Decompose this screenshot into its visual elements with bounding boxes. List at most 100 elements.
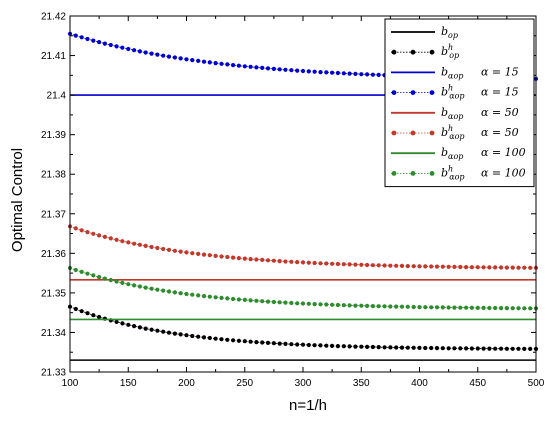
series-7-point-61 xyxy=(423,305,428,310)
x-tick-label: 250 xyxy=(236,378,253,389)
series-7-point-7 xyxy=(108,278,113,283)
series-5-point-8 xyxy=(114,237,119,242)
series-5-point-23 xyxy=(201,252,207,257)
series-5-point-38 xyxy=(289,259,294,264)
series-7-point-75 xyxy=(504,306,509,311)
series-5-point-11 xyxy=(132,241,137,246)
series-1-point-23 xyxy=(201,335,207,340)
series-1-point-57 xyxy=(399,345,405,350)
series-7-point-23 xyxy=(201,294,207,299)
series-1-point-26 xyxy=(219,337,224,342)
series-1-point-75 xyxy=(504,346,509,351)
series-1-point-78 xyxy=(522,346,527,351)
series-7-point-47 xyxy=(341,303,346,308)
series-7-point-39 xyxy=(295,301,300,306)
series-1-point-46 xyxy=(335,344,340,349)
legend-swatch-point-0 xyxy=(391,130,397,136)
x-tick-label: 150 xyxy=(120,378,137,389)
series-7-point-77 xyxy=(516,306,521,311)
x-tick-label: 450 xyxy=(469,378,486,389)
series-5-point-10 xyxy=(126,240,131,245)
series-7-point-4 xyxy=(91,273,96,278)
series-1-point-73 xyxy=(493,346,498,351)
series-1-point-50 xyxy=(359,344,364,349)
series-7-point-54 xyxy=(382,304,387,309)
series-1-point-33 xyxy=(260,340,265,345)
series-3-point-50 xyxy=(359,72,364,77)
series-1-point-21 xyxy=(190,333,195,339)
series-5-point-62 xyxy=(429,264,434,269)
series-7-point-8 xyxy=(114,279,119,284)
series-3-point-21 xyxy=(190,58,195,63)
series-1-point-71 xyxy=(481,346,486,351)
series-5-point-64 xyxy=(440,264,445,269)
legend-box xyxy=(384,18,535,188)
series-1-point-64 xyxy=(440,346,445,351)
series-5-point-9 xyxy=(120,239,125,244)
series-5-point-66 xyxy=(452,264,457,269)
series-7-point-3 xyxy=(85,271,90,276)
series-1-point-65 xyxy=(446,346,451,351)
series-1-point-76 xyxy=(510,346,515,351)
series-5-point-20 xyxy=(184,250,189,255)
y-tick-label: 21.37 xyxy=(41,209,66,220)
x-tick-label: 350 xyxy=(353,378,370,389)
series-5-point-42 xyxy=(312,260,317,266)
series-3-point-8 xyxy=(114,44,119,49)
series-7-point-48 xyxy=(347,303,352,308)
series-5-point-59 xyxy=(411,264,416,269)
series-7-point-51 xyxy=(365,303,370,308)
series-5-point-22 xyxy=(196,251,201,256)
series-7-point-72 xyxy=(487,305,492,311)
series-7-point-12 xyxy=(137,284,142,289)
series-3-point-32 xyxy=(254,65,259,70)
legend-entry-2: bαop α = 15 xyxy=(391,65,519,80)
series-1-point-43 xyxy=(318,343,323,348)
series-5-point-53 xyxy=(376,263,381,268)
series-3-point-51 xyxy=(365,72,370,77)
series-1-point-36 xyxy=(277,341,282,346)
series-5-point-31 xyxy=(248,257,253,262)
series-7-point-40 xyxy=(300,301,306,306)
series-3-point-19 xyxy=(178,56,183,61)
series-1-point-47 xyxy=(341,344,346,349)
series-7-point-42 xyxy=(312,302,317,307)
series-3-point-12 xyxy=(137,49,142,54)
series-3-point-17 xyxy=(166,54,172,59)
series-1-point-77 xyxy=(516,346,521,351)
series-7-point-13 xyxy=(143,285,148,290)
series-7-point-11 xyxy=(132,283,137,288)
series-1-point-12 xyxy=(137,325,142,330)
series-5-point-54 xyxy=(382,263,387,268)
series-5-point-75 xyxy=(504,265,509,270)
series-3-point-18 xyxy=(172,55,177,60)
x-axis-title: n=1/h xyxy=(289,397,327,414)
series-1-point-1 xyxy=(73,306,78,312)
series-7-point-65 xyxy=(446,305,451,310)
series-1-point-38 xyxy=(289,342,294,347)
series-3-point-31 xyxy=(248,64,253,69)
series-5-point-65 xyxy=(446,264,451,269)
series-3-point-49 xyxy=(353,71,358,76)
series-1-point-11 xyxy=(132,324,137,329)
series-7-point-67 xyxy=(458,305,463,310)
series-5-point-44 xyxy=(324,261,329,266)
series-5-point-1 xyxy=(73,226,78,231)
y-tick-label: 21.4 xyxy=(47,91,67,102)
series-5-point-52 xyxy=(370,263,375,268)
series-1-point-54 xyxy=(382,345,387,350)
series-5-point-72 xyxy=(487,265,492,270)
series-1-point-61 xyxy=(423,345,428,351)
series-1-point-70 xyxy=(475,346,480,351)
series-1-point-34 xyxy=(265,340,271,345)
series-5-point-29 xyxy=(236,256,241,261)
series-3-point-43 xyxy=(318,70,323,75)
series-5-point-7 xyxy=(108,236,113,241)
series-5-point-12 xyxy=(137,242,142,247)
series-5-point-18 xyxy=(172,248,177,253)
series-7-point-31 xyxy=(248,298,253,303)
series-5-point-50 xyxy=(359,262,364,267)
series-3-point-3 xyxy=(85,36,90,42)
series-1-point-3 xyxy=(85,311,90,316)
series-7-point-43 xyxy=(318,302,323,307)
